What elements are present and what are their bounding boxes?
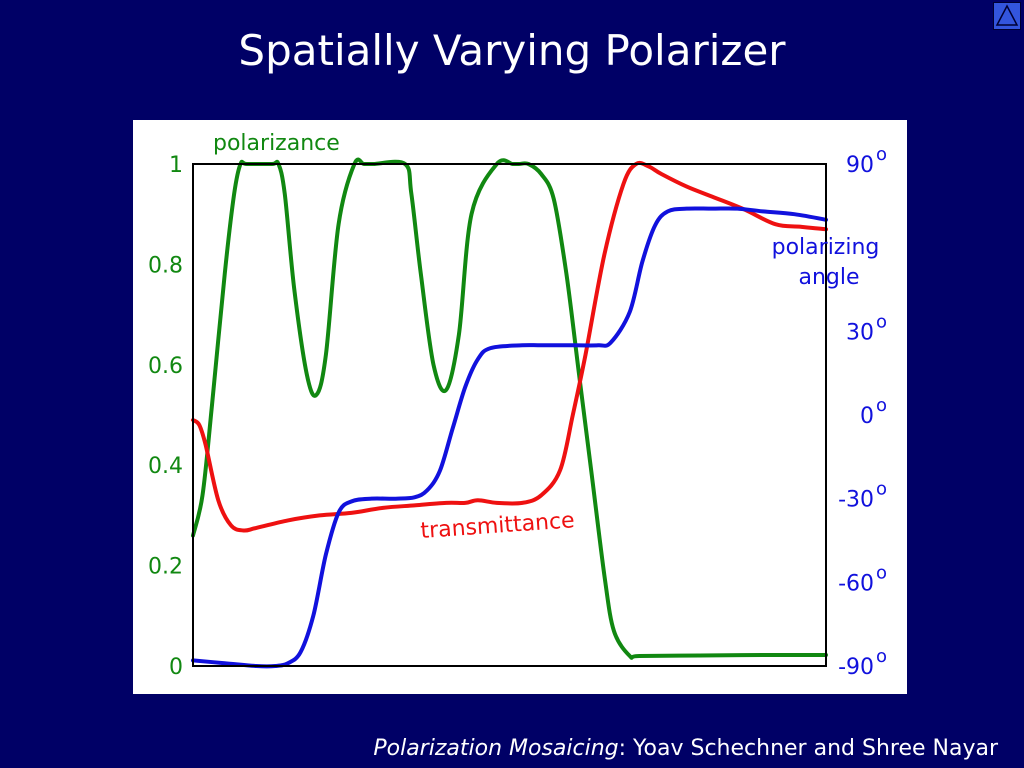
right-tick-label: 90 bbox=[846, 153, 874, 178]
left-axis-ticks: 0 0.2 0.4 0.6 0.8 1 bbox=[148, 153, 183, 680]
polarizing-angle-label: polarizing angle bbox=[772, 235, 887, 290]
footer-authors: : Yoav Schechner and Shree Nayar bbox=[618, 736, 998, 761]
chart-canvas: 00.20.40.60.81 90 o30 o0 o-30 o-60 o-90 o pola… bbox=[148, 131, 887, 680]
degree-mark: o bbox=[876, 311, 887, 332]
slide-title: Spatially Varying Polarizer bbox=[238, 26, 786, 75]
right-axis-ticks: 90 o30 o0 o-30 o-60 o-90 o bbox=[838, 144, 887, 680]
polarizance-line bbox=[191, 157, 828, 660]
right-tick-label: 0 bbox=[860, 404, 874, 429]
left-tick-label: 0.2 bbox=[148, 555, 183, 580]
slide-footer: Polarization Mosaicing: Yoav Schechner a… bbox=[373, 736, 998, 761]
plot-frame bbox=[192, 163, 827, 667]
chart-panel: 0 0.2 0.4 0.6 0.8 1 90 o 30 o 0 o -30 o -60 o -90 o pola… bbox=[133, 120, 907, 694]
degree-mark: o bbox=[876, 144, 887, 165]
slide-nav-button[interactable] bbox=[993, 2, 1021, 30]
degree-mark: o bbox=[876, 646, 887, 667]
left-tick-label: 0.8 bbox=[148, 253, 183, 278]
series-layer bbox=[191, 157, 828, 669]
right-tick-label: -30 bbox=[838, 488, 874, 513]
left-tick-label: 0 bbox=[169, 655, 183, 680]
triangle-up-icon bbox=[995, 4, 1019, 26]
right-tick-label: -60 bbox=[838, 571, 874, 596]
left-tick-label: 0.6 bbox=[148, 354, 183, 379]
left-tick-label: 0.4 bbox=[148, 454, 183, 479]
left-tick-label: 1 bbox=[169, 153, 183, 178]
polarizance-label: polarizance bbox=[213, 131, 340, 156]
degree-mark: o bbox=[876, 479, 887, 500]
polarizing-angle-line bbox=[191, 206, 828, 669]
right-tick-label: -90 bbox=[838, 655, 874, 680]
degree-mark: o bbox=[876, 562, 887, 583]
transmittance-label: transmittance bbox=[420, 508, 576, 544]
degree-mark: o bbox=[876, 395, 887, 416]
transmittance-line bbox=[191, 160, 828, 533]
right-tick-label: 30 bbox=[846, 320, 874, 345]
footer-italic: Polarization Mosaicing bbox=[373, 736, 619, 761]
